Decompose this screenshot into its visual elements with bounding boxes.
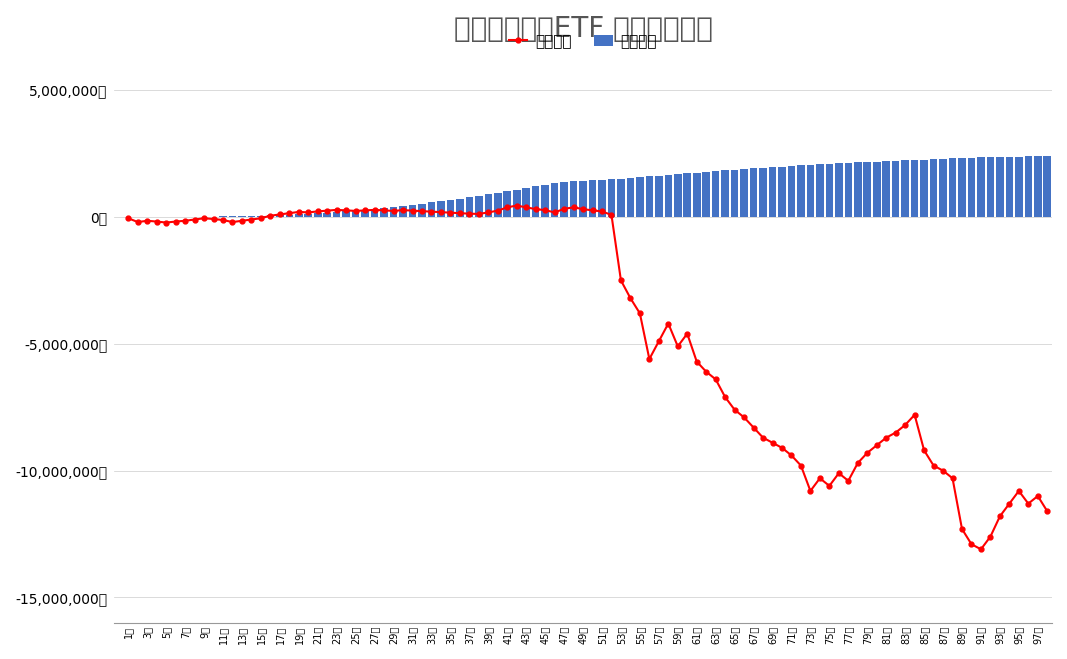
Bar xyxy=(371,209,379,217)
評価損益 xyxy=(643,355,656,363)
Bar xyxy=(921,159,928,217)
Bar xyxy=(314,213,321,217)
Bar xyxy=(655,176,663,217)
Bar xyxy=(343,211,350,217)
Bar xyxy=(863,162,871,217)
Bar xyxy=(902,160,909,217)
Bar xyxy=(531,186,540,217)
Bar xyxy=(409,205,416,217)
Bar xyxy=(768,167,777,217)
Bar xyxy=(456,198,464,217)
評価損益 xyxy=(974,546,987,554)
Bar xyxy=(286,215,293,217)
Bar xyxy=(882,161,890,217)
Bar xyxy=(294,214,303,217)
Bar xyxy=(362,210,369,217)
Bar xyxy=(750,169,758,217)
評価損益 xyxy=(832,469,845,477)
Bar xyxy=(418,204,426,217)
Bar xyxy=(987,158,994,217)
Bar xyxy=(816,164,824,217)
Bar xyxy=(494,193,501,217)
Bar xyxy=(721,170,729,217)
Bar xyxy=(437,201,445,217)
評価損益 xyxy=(568,204,580,212)
Bar xyxy=(929,159,938,217)
Bar xyxy=(702,172,710,217)
Bar xyxy=(854,162,861,217)
Bar xyxy=(389,207,397,217)
Bar xyxy=(873,161,880,217)
Line: 評価損益: 評価損益 xyxy=(126,203,1050,552)
Bar xyxy=(399,206,407,217)
Bar xyxy=(513,190,521,217)
Bar xyxy=(523,188,530,217)
Bar xyxy=(646,177,653,217)
Bar xyxy=(997,157,1004,217)
Bar xyxy=(977,158,985,217)
評価損益 xyxy=(122,214,134,222)
評価損益 xyxy=(510,202,523,210)
Bar xyxy=(684,173,691,217)
Bar xyxy=(608,179,616,217)
Legend: 評価損益, 実現損益: 評価損益, 実現損益 xyxy=(503,28,663,55)
Bar xyxy=(257,215,265,217)
Bar xyxy=(541,185,548,217)
Bar xyxy=(835,163,843,217)
Bar xyxy=(760,168,767,217)
Bar xyxy=(692,173,701,217)
Bar xyxy=(352,210,360,217)
Bar xyxy=(1005,157,1014,217)
Bar xyxy=(807,165,814,217)
Bar xyxy=(333,212,340,217)
Bar xyxy=(276,215,284,217)
Bar xyxy=(428,202,435,217)
Bar xyxy=(778,167,785,217)
Bar xyxy=(475,196,482,217)
Bar xyxy=(304,214,312,217)
Bar xyxy=(589,180,596,217)
Bar xyxy=(674,174,682,217)
評価損益 xyxy=(1041,507,1054,515)
Bar xyxy=(731,169,738,217)
Bar xyxy=(1024,156,1032,217)
Bar xyxy=(636,177,643,217)
Bar xyxy=(504,191,511,217)
Bar xyxy=(712,171,719,217)
Bar xyxy=(267,215,274,217)
Bar xyxy=(617,179,624,217)
評価損益 xyxy=(710,376,722,384)
Bar xyxy=(911,160,919,217)
Bar xyxy=(1015,156,1022,217)
Bar xyxy=(484,194,492,217)
Bar xyxy=(826,164,833,217)
Title: トライオートETF 週別運用実績: トライオートETF 週別運用実績 xyxy=(453,15,713,43)
Bar xyxy=(1034,156,1041,217)
Bar xyxy=(740,169,748,217)
Bar xyxy=(787,166,795,217)
Bar xyxy=(939,159,946,217)
Bar xyxy=(958,158,966,217)
Bar xyxy=(238,216,245,217)
Bar xyxy=(665,175,672,217)
Bar xyxy=(968,158,975,217)
Bar xyxy=(465,197,473,217)
Bar xyxy=(626,178,634,217)
評価損益 xyxy=(197,214,210,222)
評価損益 xyxy=(179,217,192,225)
Bar xyxy=(949,158,956,217)
Bar xyxy=(844,163,853,217)
Bar xyxy=(570,181,577,217)
Bar xyxy=(579,181,587,217)
Bar xyxy=(797,165,805,217)
Bar xyxy=(380,208,388,217)
Bar xyxy=(323,212,331,217)
Bar xyxy=(447,200,455,217)
Bar xyxy=(599,180,606,217)
Bar xyxy=(892,161,899,217)
Bar xyxy=(560,182,568,217)
Bar xyxy=(1044,156,1051,217)
Bar xyxy=(551,183,558,217)
Bar xyxy=(248,216,255,217)
